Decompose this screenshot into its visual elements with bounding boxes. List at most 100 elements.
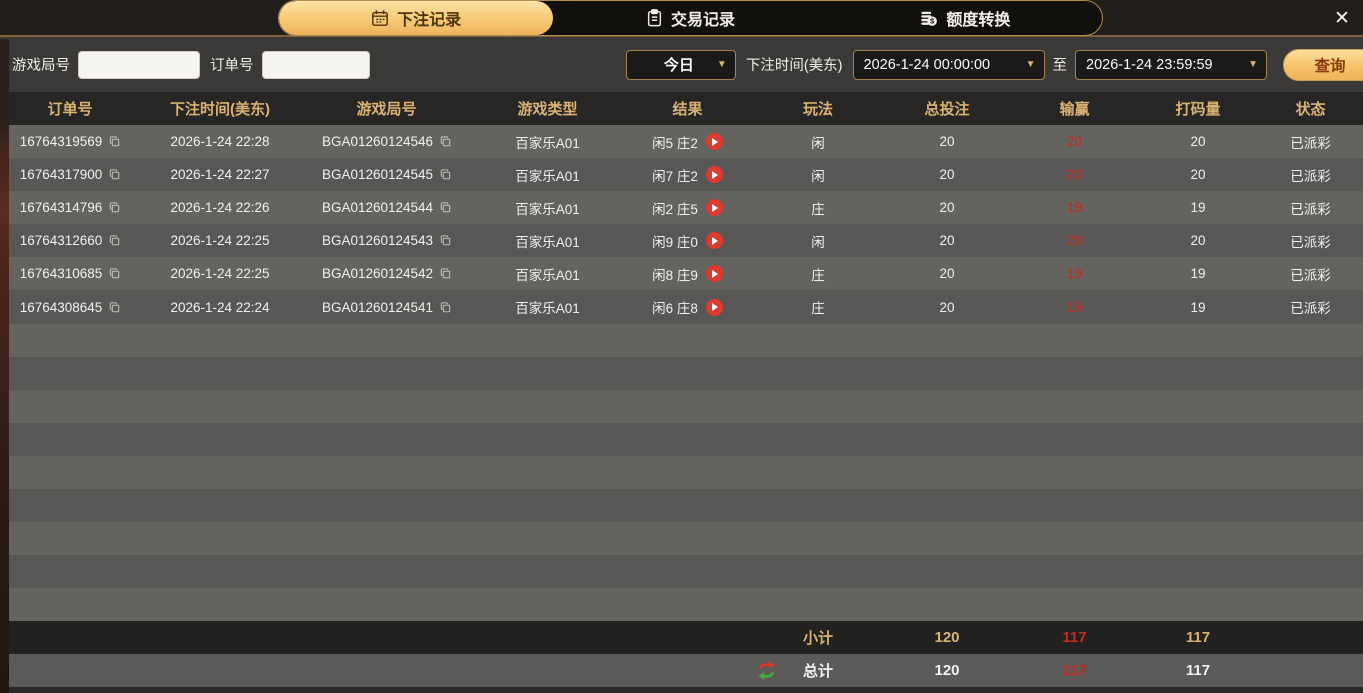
status-text: 已派彩 (1290, 168, 1331, 184)
cell-turnover: 19 (1190, 299, 1206, 315)
copy-icon[interactable] (109, 169, 120, 180)
cell-win-loss: 20 (1066, 167, 1083, 183)
copy-icon[interactable] (109, 301, 120, 313)
cell-total-bet: 20 (939, 200, 955, 216)
cell-turnover: 20 (1190, 134, 1206, 150)
cell-result: 闲7 庄2 (622, 165, 753, 185)
empty-table-row (0, 489, 1363, 523)
cell-total-bet: 20 (939, 299, 955, 315)
tab-betting-records[interactable]: 下注记录 (279, 1, 554, 35)
cell-order-no: 16764312660 (0, 233, 140, 248)
status-text: 已派彩 (1290, 201, 1331, 217)
close-icon[interactable]: ✕ (1334, 8, 1350, 29)
cell-total-bet: 20 (939, 167, 955, 183)
cell-game-round: BGA01260124541 (300, 300, 473, 315)
coins-icon: $ (919, 9, 938, 27)
play-replay-icon[interactable] (705, 298, 723, 316)
order-no-input[interactable] (261, 50, 370, 79)
cell-status: 已派彩 (1258, 132, 1363, 152)
empty-table-row (0, 422, 1363, 456)
end-time-select[interactable]: 2026-1-24 23:59:59 ▼ (1075, 49, 1267, 80)
result-text: 闲2 庄5 (652, 201, 698, 217)
end-time-value: 2026-1-24 23:59:59 (1086, 56, 1213, 73)
date-preset-select[interactable]: 今日 ▼ (625, 49, 736, 80)
cell-result: 闲2 庄5 (622, 198, 753, 218)
cell-status: 已派彩 (1258, 297, 1363, 317)
search-button[interactable]: 查询 (1283, 48, 1363, 81)
play-replay-icon[interactable] (705, 265, 723, 283)
play-replay-icon[interactable] (705, 166, 723, 184)
column-header: 下注时间(美东) (170, 101, 270, 118)
total-turnover: 117 (1185, 662, 1211, 680)
cell-game-round: BGA01260124542 (300, 266, 473, 281)
calendar-icon (371, 9, 389, 27)
background-page-sliver (0, 39, 9, 693)
cell-play-type: 庄 (811, 201, 825, 217)
cell-play-type: 庄 (811, 267, 825, 283)
cell-order-no: 16764317900 (0, 167, 140, 182)
start-time-select[interactable]: 2026-1-24 00:00:00 ▼ (852, 49, 1045, 80)
game-round-text: BGA01260124546 (321, 134, 434, 150)
tab-quota-transfer[interactable]: $ 额度转换 (828, 1, 1102, 35)
to-label: 至 (1052, 58, 1068, 74)
cell-turnover: 20 (1190, 233, 1206, 249)
cell-bet-time: 2026-1-24 22:25 (170, 233, 270, 249)
copy-icon[interactable] (440, 235, 451, 246)
subtotal-row: 小计 120 117 117 (0, 621, 1363, 655)
cell-result: 闲9 庄0 (622, 231, 753, 251)
order-no-text: 16764317900 (19, 167, 103, 183)
table-body: 16764319569 2026-1-24 22:28 BGA01260124546… (0, 125, 1363, 622)
order-no-text: 16764312660 (19, 233, 103, 249)
empty-table-row (0, 455, 1363, 490)
chevron-down-icon: ▼ (1025, 59, 1036, 70)
cell-game-type: 百家乐A01 (515, 201, 580, 217)
play-replay-icon[interactable] (705, 232, 723, 250)
chevron-down-icon: ▼ (716, 59, 727, 70)
copy-icon[interactable] (440, 136, 451, 147)
play-replay-icon[interactable] (705, 199, 723, 217)
subtotal-label: 小计 (802, 630, 833, 648)
subtotal-turnover: 117 (1185, 629, 1211, 647)
tab-transaction-records[interactable]: 交易记录 (553, 1, 827, 35)
status-text: 已派彩 (1290, 301, 1331, 317)
cell-total-bet: 20 (939, 266, 955, 282)
game-round-input[interactable] (78, 50, 200, 79)
subtotal-win-loss: 117 (1062, 629, 1087, 647)
cell-order-no: 16764314796 (0, 200, 140, 215)
cell-turnover: 19 (1190, 200, 1206, 216)
result-text: 闲6 庄8 (652, 301, 698, 317)
table-row: 16764310685 2026-1-24 22:25 BGA01260124542… (0, 257, 1363, 291)
copy-icon[interactable] (109, 202, 120, 213)
cell-bet-time: 2026-1-24 22:28 (170, 134, 270, 150)
cell-win-loss: 19 (1066, 200, 1083, 216)
tab-label: 下注记录 (397, 12, 462, 29)
copy-icon[interactable] (109, 136, 120, 147)
column-header: 状态 (1295, 101, 1326, 118)
total-row: 总计 120 117 117 (0, 654, 1363, 688)
copy-icon[interactable] (440, 202, 451, 213)
cell-game-type: 百家乐A01 (515, 301, 580, 317)
result-text: 闲5 庄2 (652, 135, 698, 151)
refresh-swap-icon[interactable] (755, 659, 778, 686)
status-text: 已派彩 (1290, 234, 1331, 250)
cell-turnover: 20 (1190, 167, 1206, 183)
cell-game-round: BGA01260124545 (300, 167, 473, 182)
bet-time-label: 下注时间(美东) (745, 58, 843, 74)
tab-group: 下注记录 交易记录 (278, 0, 1103, 36)
copy-icon[interactable] (440, 301, 451, 313)
copy-icon[interactable] (440, 169, 451, 180)
copy-icon[interactable] (109, 268, 120, 279)
copy-icon[interactable] (440, 268, 451, 279)
play-replay-icon[interactable] (705, 133, 723, 151)
column-header: 游戏类型 (517, 101, 578, 118)
column-header: 玩法 (802, 101, 833, 118)
cell-total-bet: 20 (939, 134, 955, 150)
cell-game-type: 百家乐A01 (515, 168, 580, 184)
game-round-text: BGA01260124545 (321, 167, 434, 183)
order-no-text: 16764308645 (19, 299, 103, 315)
total-total-bet: 120 (934, 662, 960, 680)
cell-game-round: BGA01260124546 (300, 134, 473, 149)
cell-result: 闲8 庄9 (622, 264, 753, 284)
copy-icon[interactable] (109, 235, 120, 246)
